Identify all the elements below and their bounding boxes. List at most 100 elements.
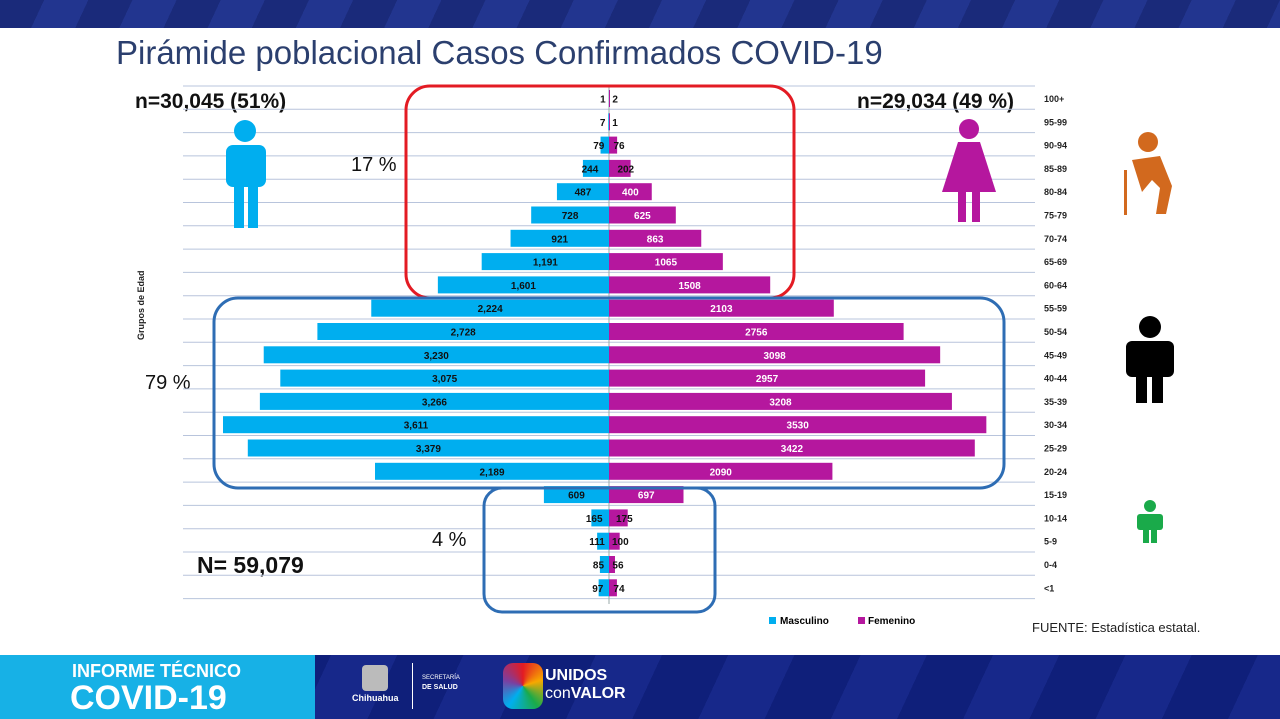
- category-label: 100+: [1044, 94, 1064, 104]
- label-male-35-39: 3,266: [422, 397, 447, 408]
- y-axis-label: Grupos de Edad: [136, 270, 146, 340]
- bar-male-90-94: [600, 136, 609, 154]
- label-male-70-74: 921: [551, 234, 568, 245]
- report-line2: COVID-19: [70, 679, 227, 717]
- legend-female: Femenino: [868, 616, 915, 627]
- label-female-55-59: 2103: [710, 304, 733, 315]
- label-male-0-4: 85: [593, 561, 605, 572]
- category-label: 55-59: [1044, 304, 1067, 314]
- bar-female-35-39: [609, 392, 952, 410]
- bar-female-55-59: [609, 299, 834, 317]
- bar-female-50-54: [609, 323, 904, 340]
- label-female-25-29: 3422: [781, 444, 804, 455]
- source-note: FUENTE: Estadística estatal.: [1032, 620, 1201, 635]
- footer-banner: INFORME TÉCNICO COVID-19 Chihuahua SECRE…: [0, 655, 1280, 719]
- label-male-<1: 97: [592, 584, 604, 595]
- pct-adult: 79 %: [145, 372, 191, 394]
- bar-male-10-14: [591, 509, 609, 527]
- female-total: n=29,034 (49 %): [857, 90, 1015, 113]
- bar-female-<1: [609, 579, 617, 597]
- category-label: 95-99: [1044, 117, 1067, 127]
- grand-total: N= 59,079: [197, 552, 304, 578]
- category-label: 65-69: [1044, 257, 1067, 267]
- bar-female-40-44: [609, 369, 926, 387]
- label-female-60-64: 1508: [678, 281, 701, 292]
- elderly-icon: [1124, 132, 1172, 215]
- category-label: 5-9: [1044, 537, 1057, 547]
- pct-young: 4 %: [432, 529, 467, 551]
- label-female-85-89: 202: [617, 164, 634, 175]
- bar-female-65-69: [609, 253, 723, 271]
- label-female-80-84: 400: [622, 188, 639, 199]
- legend-female-swatch: [858, 617, 865, 624]
- secretaria-label: SECRETARÍA: [422, 675, 460, 681]
- label-male-65-69: 1,191: [533, 258, 558, 269]
- label-male-20-24: 2,189: [479, 467, 504, 478]
- bar-female-0-4: [609, 556, 615, 573]
- legend-male: Masculino: [780, 616, 829, 627]
- bar-male-25-29: [247, 439, 609, 457]
- bar-female-90-94: [609, 136, 618, 154]
- label-female-5-9: 100: [612, 537, 629, 548]
- label-male-60-64: 1,601: [511, 281, 536, 292]
- label-male-10-14: 165: [586, 514, 603, 525]
- label-female-35-39: 3208: [769, 397, 792, 408]
- bar-male-50-54: [317, 323, 609, 340]
- category-label: 70-74: [1044, 234, 1067, 244]
- top-banner: [0, 0, 1280, 28]
- bar-female-5-9: [609, 532, 620, 550]
- category-label: 50-54: [1044, 327, 1067, 337]
- label-male-100+: 1: [600, 95, 606, 106]
- bar-female-70-74: [609, 229, 702, 247]
- legend-male-swatch: [769, 617, 776, 624]
- bar-female-85-89: [609, 159, 631, 177]
- label-female-70-74: 863: [647, 234, 664, 245]
- male-total: n=30,045 (51%): [135, 90, 287, 113]
- bar-female-15-19: [609, 486, 684, 504]
- label-female-20-24: 2090: [710, 467, 733, 478]
- bar-male-30-34: [223, 416, 609, 434]
- adult-icon: [1126, 316, 1174, 403]
- bar-male-15-19: [543, 486, 609, 504]
- bar-female-60-64: [609, 276, 771, 294]
- con-label: con: [545, 685, 571, 702]
- bar-male-85-89: [582, 159, 609, 177]
- bar-male-<1: [598, 579, 609, 597]
- bar-male-0-4: [599, 556, 609, 573]
- bar-male-45-49: [263, 346, 609, 364]
- category-label: 15-19: [1044, 490, 1067, 500]
- label-female-50-54: 2756: [745, 328, 768, 339]
- woman-icon: [942, 119, 996, 222]
- state-name: Chihuahua: [352, 693, 399, 703]
- label-female-0-4: 56: [612, 561, 624, 572]
- label-male-5-9: 111: [589, 537, 605, 548]
- label-male-80-84: 487: [575, 188, 592, 199]
- label-male-25-29: 3,379: [416, 444, 441, 455]
- bar-male-40-44: [280, 369, 609, 387]
- page-title: Pirámide poblacional Casos Confirmados C…: [116, 34, 883, 71]
- bar-male-35-39: [259, 392, 609, 410]
- state-seal-logo: [362, 665, 388, 691]
- category-label: 35-39: [1044, 397, 1067, 407]
- label-male-90-94: 79: [593, 141, 605, 152]
- label-male-45-49: 3,230: [424, 351, 449, 362]
- bar-male-5-9: [597, 532, 609, 550]
- category-label: <1: [1044, 583, 1054, 593]
- label-female-<1: 74: [613, 584, 625, 595]
- valor-label: VALOR: [570, 685, 626, 702]
- pct-old: 17 %: [351, 154, 397, 176]
- category-label: 30-34: [1044, 420, 1067, 430]
- bar-male-75-79: [531, 206, 609, 224]
- label-male-50-54: 2,728: [451, 328, 476, 339]
- label-male-95-99: 7: [600, 118, 606, 129]
- category-label: 80-84: [1044, 187, 1067, 197]
- category-label: 75-79: [1044, 211, 1067, 221]
- bar-male-70-74: [510, 229, 609, 247]
- label-female-45-49: 3098: [763, 351, 786, 362]
- bar-male-60-64: [437, 276, 609, 294]
- label-female-95-99: 1: [612, 118, 618, 129]
- label-female-75-79: 625: [634, 211, 651, 222]
- bar-male-65-69: [481, 253, 609, 271]
- bar-female-80-84: [609, 183, 652, 201]
- bar-female-95-99: [609, 113, 610, 131]
